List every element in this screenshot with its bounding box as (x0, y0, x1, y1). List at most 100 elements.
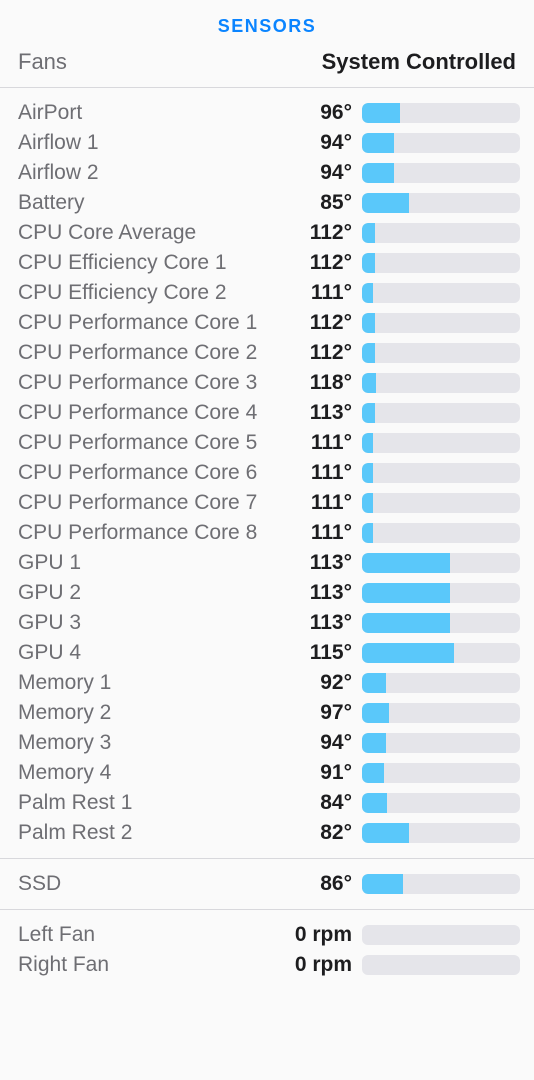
sensor-row: Right Fan0 rpm (18, 950, 520, 980)
sensor-row: Palm Rest 282° (18, 818, 520, 848)
sensor-sections: AirPort96°Airflow 194°Airflow 294°Batter… (0, 88, 534, 990)
sensor-value: 111° (290, 431, 362, 455)
sensor-value: 113° (290, 401, 362, 425)
sensor-label: CPU Performance Core 5 (18, 431, 290, 454)
sensor-bar (362, 133, 520, 153)
sensor-bar (362, 955, 520, 975)
sensor-bar-fill (362, 223, 375, 243)
sensor-bar (362, 583, 520, 603)
sensor-row: CPU Efficiency Core 2111° (18, 278, 520, 308)
sensor-value: 112° (290, 341, 362, 365)
sensor-bar (362, 433, 520, 453)
sensor-bar-fill (362, 433, 373, 453)
sensor-row: Palm Rest 184° (18, 788, 520, 818)
sensor-bar-fill (362, 403, 375, 423)
sensor-row: Memory 192° (18, 668, 520, 698)
sensor-label: CPU Efficiency Core 2 (18, 281, 290, 304)
sensor-row: CPU Performance Core 2112° (18, 338, 520, 368)
sensor-label: Memory 3 (18, 731, 290, 754)
sensor-label: Memory 4 (18, 761, 290, 784)
sensor-row: Airflow 194° (18, 128, 520, 158)
sensor-value: 82° (290, 821, 362, 845)
sensor-label: CPU Performance Core 1 (18, 311, 290, 334)
sensor-row: Airflow 294° (18, 158, 520, 188)
sensor-bar (362, 823, 520, 843)
sensor-label: CPU Efficiency Core 1 (18, 251, 290, 274)
sensor-bar (362, 343, 520, 363)
sensor-bar (362, 643, 520, 663)
sensor-row: Battery85° (18, 188, 520, 218)
sensor-value: 97° (290, 701, 362, 725)
sensor-row: CPU Performance Core 8111° (18, 518, 520, 548)
sensor-bar-fill (362, 733, 386, 753)
sensor-bar-fill (362, 793, 387, 813)
sensor-label: CPU Performance Core 3 (18, 371, 290, 394)
sensor-value: 115° (290, 641, 362, 665)
sensor-row: CPU Performance Core 5111° (18, 428, 520, 458)
sensor-bar-fill (362, 703, 389, 723)
sensor-label: CPU Performance Core 6 (18, 461, 290, 484)
sensor-value: 113° (290, 611, 362, 635)
sensor-bar (362, 463, 520, 483)
sensor-row: CPU Performance Core 7111° (18, 488, 520, 518)
sensor-row: CPU Performance Core 3118° (18, 368, 520, 398)
sensor-label: Palm Rest 2 (18, 821, 290, 844)
sensor-value: 111° (290, 461, 362, 485)
panel-title: SENSORS (0, 0, 534, 49)
sensor-label: CPU Core Average (18, 221, 290, 244)
sensor-label: Memory 1 (18, 671, 290, 694)
sensor-label: CPU Performance Core 7 (18, 491, 290, 514)
sensor-value: 85° (290, 191, 362, 215)
sensor-bar (362, 313, 520, 333)
sensor-value: 111° (290, 491, 362, 515)
sensor-bar-fill (362, 463, 373, 483)
sensor-row: CPU Core Average112° (18, 218, 520, 248)
sensor-label: AirPort (18, 101, 290, 124)
sensor-row: CPU Performance Core 4113° (18, 398, 520, 428)
header-right-label: System Controlled (322, 49, 516, 75)
sensor-value: 94° (290, 161, 362, 185)
sensor-value: 112° (290, 221, 362, 245)
sensor-bar-fill (362, 493, 373, 513)
sensor-row: Memory 491° (18, 758, 520, 788)
sensor-bar (362, 553, 520, 573)
sensor-bar (362, 925, 520, 945)
sensor-label: CPU Performance Core 8 (18, 521, 290, 544)
sensor-bar (362, 193, 520, 213)
sensor-row: Memory 394° (18, 728, 520, 758)
sensor-bar-fill (362, 283, 373, 303)
sensor-bar (362, 493, 520, 513)
sensor-bar (362, 793, 520, 813)
sensor-label: Airflow 1 (18, 131, 290, 154)
sensor-section: AirPort96°Airflow 194°Airflow 294°Batter… (0, 88, 534, 858)
sensor-bar (362, 283, 520, 303)
sensor-value: 112° (290, 251, 362, 275)
sensor-bar (362, 403, 520, 423)
sensor-label: GPU 1 (18, 551, 290, 574)
sensor-bar-fill (362, 763, 384, 783)
sensor-bar (362, 874, 520, 894)
sensor-bar (362, 523, 520, 543)
sensor-bar (362, 763, 520, 783)
sensor-row: Memory 297° (18, 698, 520, 728)
sensor-bar (362, 673, 520, 693)
sensor-bar (362, 733, 520, 753)
sensor-label: Palm Rest 1 (18, 791, 290, 814)
sensor-bar-fill (362, 874, 403, 894)
sensor-bar (362, 223, 520, 243)
sensor-bar-fill (362, 373, 376, 393)
sensor-label: GPU 3 (18, 611, 290, 634)
fans-header-row: Fans System Controlled (0, 49, 534, 87)
sensor-row: CPU Performance Core 1112° (18, 308, 520, 338)
sensor-bar-fill (362, 133, 394, 153)
sensor-value: 84° (290, 791, 362, 815)
sensor-bar-fill (362, 553, 450, 573)
sensor-bar-fill (362, 313, 375, 333)
sensor-label: Right Fan (18, 953, 290, 976)
sensor-label: Airflow 2 (18, 161, 290, 184)
sensor-row: CPU Efficiency Core 1112° (18, 248, 520, 278)
sensor-value: 112° (290, 311, 362, 335)
sensor-label: GPU 4 (18, 641, 290, 664)
sensor-value: 94° (290, 731, 362, 755)
sensor-section: SSD86° (0, 859, 534, 909)
